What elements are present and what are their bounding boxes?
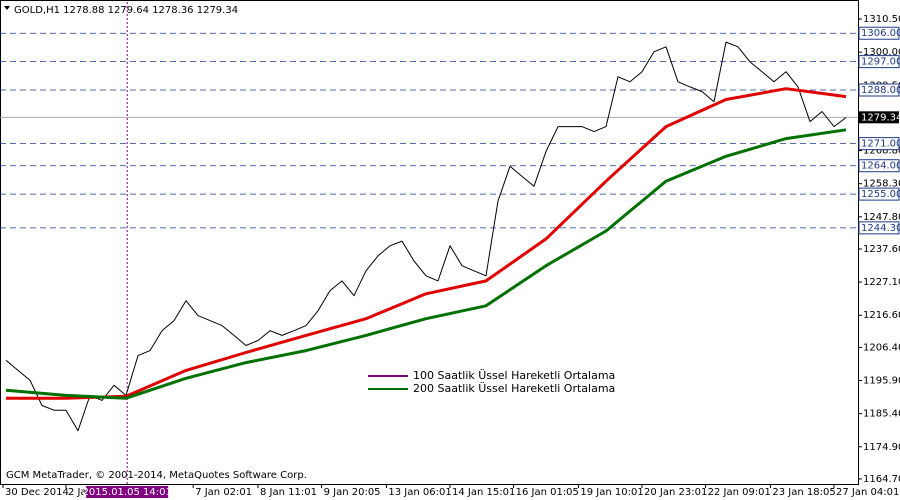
- y-tick-label: 1216.60: [863, 310, 900, 321]
- y-tick-label: 1247.80: [863, 212, 900, 223]
- level-box: [858, 137, 900, 151]
- y-tick-label: 1237.60: [863, 244, 900, 255]
- level-label: 1288.00: [861, 85, 900, 96]
- menu-arrow[interactable]: [4, 6, 10, 10]
- y-tick-label: 1227.10: [863, 277, 900, 288]
- current-price-box: [859, 111, 899, 124]
- x-tick-label: 23 Jan 18:05: [772, 487, 835, 498]
- legend-label: 200 Saatlik Üssel Hareketli Ortalama: [413, 382, 615, 395]
- level-label: 1306.00: [861, 28, 900, 39]
- y-tick-label: 1195.90: [863, 376, 900, 387]
- y-tick-label: 1300.00: [863, 47, 900, 58]
- x-tick-label: 8 Jan 11:01: [260, 487, 317, 498]
- y-tick-label: 1206.40: [863, 342, 900, 353]
- level-label: 1244.30: [861, 223, 900, 234]
- ema-line: [5, 128, 847, 400]
- header: GOLD,H1 1278.88 1279.64 1278.36 1279.34: [14, 5, 238, 16]
- level-box: [858, 55, 900, 69]
- level-label: 1255.00: [861, 189, 900, 200]
- level-box: [858, 26, 900, 40]
- x-tick-label: 2 Jan: [68, 487, 93, 498]
- level-box: [858, 187, 900, 201]
- level-box: [858, 159, 900, 173]
- level-box: [858, 221, 900, 235]
- current-price-label: 1279.34: [861, 112, 900, 123]
- ema-line: [6, 87, 847, 400]
- footer: GCM MetaTrader, © 2001-2014, MetaQuotes …: [6, 470, 307, 481]
- level-box: [858, 83, 900, 97]
- y-tick-label: 1185.40: [863, 409, 900, 420]
- y-tick-label: 1174.90: [863, 442, 900, 453]
- x-tick-label: 22 Jan 09:01: [708, 487, 771, 498]
- y-tick-label: 1268.80: [863, 146, 900, 157]
- price-line: [5, 41, 847, 432]
- crosshair-box: [86, 486, 169, 498]
- y-tick-label: 1164.70: [863, 474, 900, 485]
- crosshair-label: 2015.01.05 14:01: [83, 487, 172, 498]
- x-tick-label: 20 Jan 23:01: [644, 487, 707, 498]
- y-tick-label: 1310.50: [863, 14, 900, 25]
- plot-frame: [0, 0, 859, 485]
- x-tick-label: 16 Jan 01:05: [516, 487, 579, 498]
- legend-label: 100 Saatlik Üssel Hareketli Ortalama: [413, 369, 615, 382]
- level-label: 1264.00: [861, 161, 900, 172]
- x-tick-label: 7 Jan 02:01: [195, 487, 252, 498]
- x-tick-label: 27 Jan 04:01: [836, 487, 899, 498]
- y-tick-label: 1258.30: [863, 179, 900, 190]
- level-label: 1271.00: [861, 139, 900, 150]
- x-tick-label: 14 Jan 15:01: [452, 487, 515, 498]
- x-tick-label: 13 Jan 06:01: [388, 487, 451, 498]
- x-tick-label: 19 Jan 10:01: [580, 487, 643, 498]
- x-tick-label: 9 Jan 20:05: [324, 487, 381, 498]
- x-tick-label: 30 Dec 2014: [5, 487, 69, 498]
- level-label: 1297.00: [861, 57, 900, 68]
